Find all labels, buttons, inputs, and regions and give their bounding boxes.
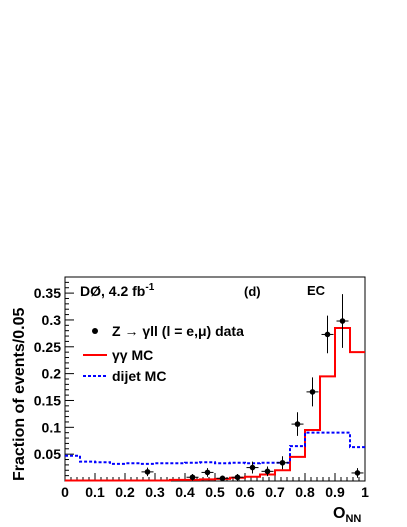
data-point xyxy=(144,469,151,475)
y-tick-label: 0.15 xyxy=(34,392,61,408)
data-point xyxy=(249,464,256,471)
y-tick-label: 0.3 xyxy=(42,312,62,328)
data-point xyxy=(354,470,361,476)
x-axis-title-subscript: NN xyxy=(345,513,361,525)
data-point xyxy=(204,469,211,476)
y-tick-label: 0.35 xyxy=(34,285,61,301)
data-point xyxy=(264,468,271,475)
legend: Z → γll (l = e,μ) data γγ MC dijet MC xyxy=(83,323,244,384)
dijet-histogram xyxy=(65,431,365,465)
x-tick-label: 0.4 xyxy=(175,484,195,500)
x-tick-label: 0.7 xyxy=(265,484,285,500)
x-axis-title: ONN xyxy=(333,505,361,525)
data-point xyxy=(294,421,301,427)
x-tick-label: 0.6 xyxy=(235,484,255,500)
x-tick-label: 0.2 xyxy=(115,484,135,500)
legend-data-label: Z → γll (l = e,μ) data xyxy=(112,323,244,339)
x-tick-label: 0 xyxy=(61,484,69,500)
legend-dijet-label: dijet MC xyxy=(112,368,166,384)
y-tick-label: 0.1 xyxy=(42,419,62,435)
histogram-layer xyxy=(65,327,365,482)
y-tick-label: 0.25 xyxy=(34,339,61,355)
x-tick-label: 0.9 xyxy=(325,484,345,500)
y-axis-title: Fraction of events/0.05 xyxy=(11,308,28,481)
experiment-label-superscript: -1 xyxy=(145,282,154,293)
data-point xyxy=(234,474,241,481)
legend-gg-label: γγ MC xyxy=(112,347,153,363)
experiment-label: DØ, 4.2 fb-1 xyxy=(80,282,155,299)
gg-histogram xyxy=(65,327,365,482)
data-point xyxy=(189,474,196,481)
axis-ticks: 0 0.1 0.2 0.3 0.4 0.5 0.6 0.7 0.8 0.9 1 0.05 0.1 0.15… xyxy=(34,281,369,500)
region-label: EC xyxy=(307,283,326,298)
legend-data-marker xyxy=(92,328,98,334)
y-tick-label: 0.2 xyxy=(42,366,62,382)
x-tick-label: 1 xyxy=(361,484,369,500)
data-point xyxy=(309,389,316,395)
x-tick-label: 0.5 xyxy=(205,484,225,500)
x-tick-label: 0.3 xyxy=(145,484,165,500)
data-point xyxy=(324,331,331,338)
data-point xyxy=(279,459,286,466)
data-point xyxy=(339,318,346,324)
panel-label: (d) xyxy=(244,284,261,299)
data-point xyxy=(219,475,226,482)
x-tick-label: 0.8 xyxy=(295,484,315,500)
data-points-layer xyxy=(141,294,364,482)
x-tick-label: 0.1 xyxy=(85,484,105,500)
y-tick-label: 0.05 xyxy=(34,446,61,462)
